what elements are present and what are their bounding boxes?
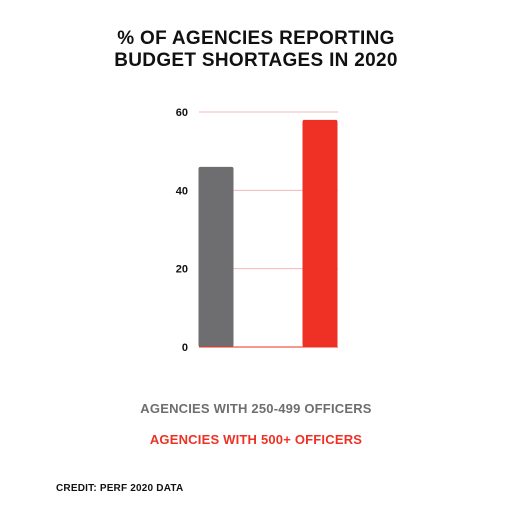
chart-title-line-2: BUDGET SHORTAGES IN 2020 <box>114 50 398 71</box>
y-tick-label-60: 60 <box>176 107 188 119</box>
bar-0 <box>198 166 234 347</box>
y-tick-label-0: 0 <box>182 342 188 354</box>
credit-line: CREDIT: PERF 2020 DATA <box>56 483 184 494</box>
legend-entry-250-499: AGENCIES WITH 250-499 OFFICERS <box>140 401 372 416</box>
chart-title: % OF AGENCIES REPORTING BUDGET SHORTAGES… <box>0 28 512 72</box>
legend-entry-500-plus: AGENCIES WITH 500+ OFFICERS <box>149 432 363 447</box>
chart-title-line-1: % OF AGENCIES REPORTING <box>117 28 395 49</box>
y-tick-label-40: 40 <box>176 185 188 197</box>
bar-1 <box>302 119 338 347</box>
y-tick-label-20: 20 <box>176 264 188 276</box>
